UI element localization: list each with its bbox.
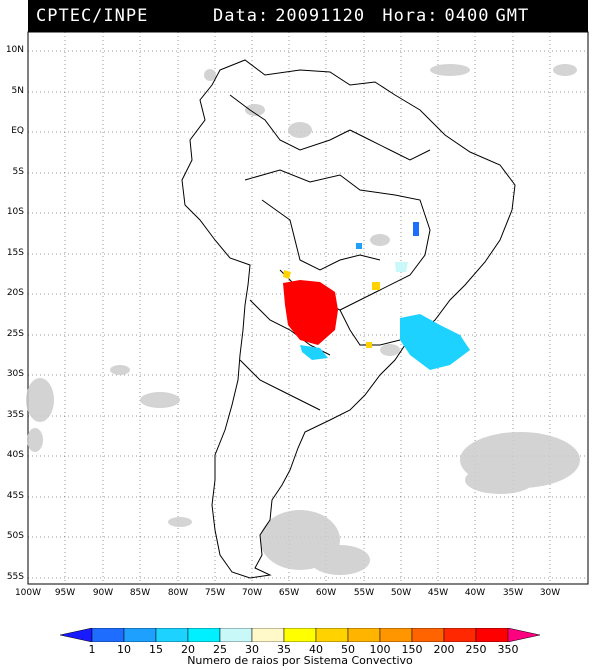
- lightning-systems: [283, 222, 470, 370]
- hour-label: Hora:: [382, 6, 439, 26]
- timezone: GMT: [495, 6, 530, 26]
- header-datetime: Data: 20091120 Hora: 0400 GMT: [213, 6, 535, 26]
- lat-label: 45S: [6, 491, 24, 501]
- legend-color-cell: [123, 628, 157, 642]
- lat-label: 5N: [11, 86, 24, 96]
- continent-outline: [181, 59, 516, 579]
- legend-label: 25: [213, 643, 227, 656]
- lon-label: 70W: [241, 588, 263, 598]
- legend-label: 250: [465, 643, 487, 656]
- legend-color-cell: [91, 628, 125, 642]
- lat-label: 40S: [6, 450, 24, 460]
- legend-title: Numero de raios por Sistema Convectivo: [187, 654, 413, 667]
- lon-label: 85W: [129, 588, 151, 598]
- legend-label: 350: [497, 643, 519, 656]
- map-canvas: [26, 31, 589, 585]
- legend-label: 10: [117, 643, 131, 656]
- lat-label: 20S: [6, 288, 24, 298]
- legend-color-cell: [443, 628, 477, 642]
- lat-label: EQ: [11, 126, 24, 136]
- lon-label: 40W: [464, 588, 486, 598]
- legend-label: 100: [369, 643, 391, 656]
- legend-label: 40: [309, 643, 323, 656]
- lon-label: 55W: [353, 588, 375, 598]
- legend-color-cell: [60, 628, 93, 642]
- header-org: CPTEC/INPE: [36, 6, 149, 26]
- lat-label: 5S: [12, 167, 24, 177]
- lat-label: 15S: [6, 248, 24, 258]
- lat-label: 50S: [6, 531, 24, 541]
- lat-label: 10N: [5, 45, 24, 55]
- lon-label: 35W: [502, 588, 524, 598]
- legend-color-cell: [219, 628, 253, 642]
- lon-label: 50W: [390, 588, 412, 598]
- legend-label: 35: [277, 643, 291, 656]
- lon-label: 60W: [315, 588, 337, 598]
- lon-label: 45W: [427, 588, 449, 598]
- cloud-cover: [26, 64, 580, 575]
- date-label: Data:: [213, 6, 270, 26]
- lat-label: 10S: [6, 207, 24, 217]
- legend-color-cell: [155, 628, 189, 642]
- legend-color-cell: [315, 628, 349, 642]
- hour-value: 0400: [444, 6, 490, 26]
- legend-color-cell: [379, 628, 413, 642]
- lon-label: 100W: [14, 588, 42, 598]
- lon-label: 65W: [278, 588, 300, 598]
- legend-color-cell: [507, 628, 540, 642]
- legend-colorbar: [60, 628, 540, 642]
- lon-label: 30W: [539, 588, 561, 598]
- legend-color-cell: [283, 628, 317, 642]
- legend-color-cell: [187, 628, 221, 642]
- legend-label: 200: [433, 643, 455, 656]
- lat-label: 25S: [6, 329, 24, 339]
- legend-label: 15: [149, 643, 163, 656]
- legend-color-cell: [475, 628, 509, 642]
- legend-color-cell: [251, 628, 285, 642]
- lon-label: 90W: [92, 588, 114, 598]
- legend-color-cell: [411, 628, 445, 642]
- legend-label: 50: [341, 643, 355, 656]
- legend-label: 1: [88, 643, 96, 656]
- lon-label: 80W: [167, 588, 189, 598]
- legend-label: 20: [181, 643, 195, 656]
- lat-label: 30S: [6, 369, 24, 379]
- legend-color-cell: [347, 628, 381, 642]
- map-header: CPTEC/INPE Data: 20091120 Hora: 0400 GMT: [28, 0, 588, 32]
- lon-label: 95W: [54, 588, 76, 598]
- legend-label: 30: [245, 643, 259, 656]
- lat-label: 35S: [6, 410, 24, 420]
- lat-label: 55S: [6, 572, 24, 582]
- legend-label: 150: [401, 643, 423, 656]
- date-value: 20091120: [275, 6, 366, 26]
- lon-label: 75W: [204, 588, 226, 598]
